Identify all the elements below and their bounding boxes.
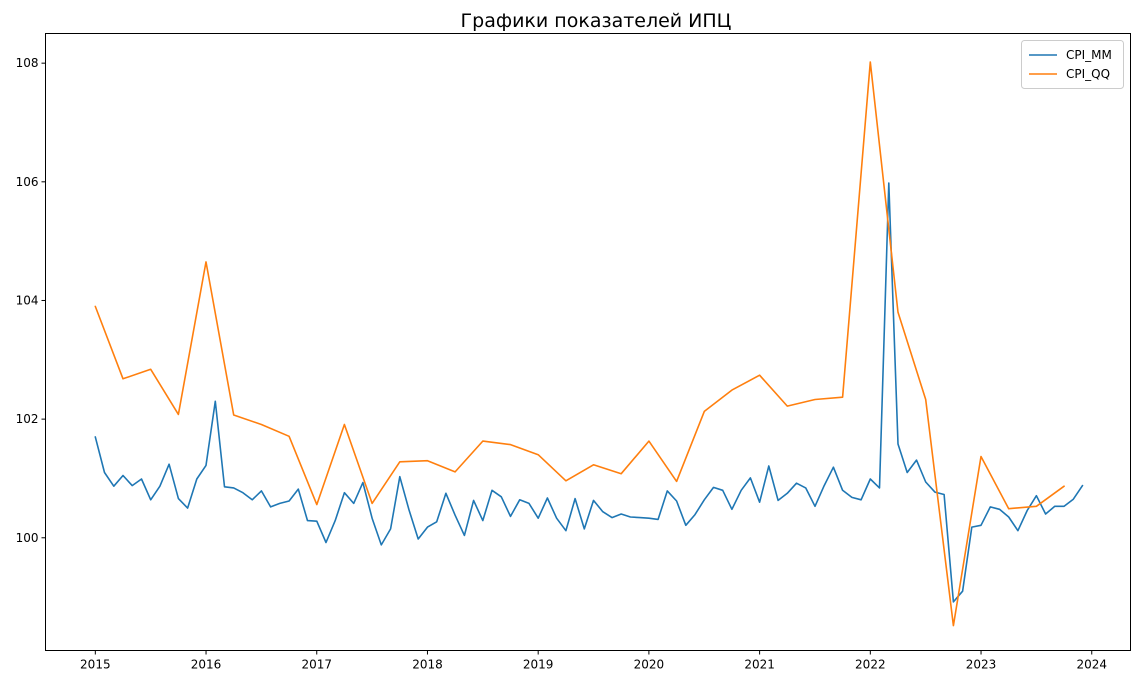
legend-label-cpi-qq: CPI_QQ [1066, 67, 1110, 81]
x-tick-label: 2019 [523, 658, 554, 672]
legend-box [1021, 40, 1124, 89]
x-tick-label: 2020 [634, 658, 665, 672]
x-tick-label: 2024 [1076, 658, 1107, 672]
x-tick-label: 2023 [966, 658, 997, 672]
chart-title: Графики показателей ИПЦ [461, 10, 732, 32]
x-axis: 2015 2016 2017 2018 2019 2020 2021 2022 2023 2024 [80, 650, 1107, 672]
series-line-cpi-mm [94, 182, 1084, 603]
x-tick-label: 2015 [80, 658, 111, 672]
y-axis: 100 102 104 106 108 [16, 56, 46, 545]
legend-label-cpi-mm: CPI_MM [1066, 48, 1112, 62]
y-tick-label: 102 [16, 412, 39, 426]
series-line-cpi-qq [94, 61, 1065, 627]
plot-area-frame [45, 33, 1131, 651]
y-tick-label: 108 [16, 56, 39, 70]
legend: CPI_MM CPI_QQ [1021, 40, 1124, 89]
x-tick-label: 2017 [301, 658, 332, 672]
x-tick-label: 2022 [855, 658, 886, 672]
x-tick-label: 2016 [191, 658, 222, 672]
y-tick-label: 106 [16, 175, 39, 189]
series-layer [94, 61, 1084, 627]
x-tick-label: 2021 [744, 658, 775, 672]
y-tick-label: 100 [16, 531, 39, 545]
y-tick-label: 104 [16, 293, 39, 307]
x-tick-label: 2018 [412, 658, 443, 672]
